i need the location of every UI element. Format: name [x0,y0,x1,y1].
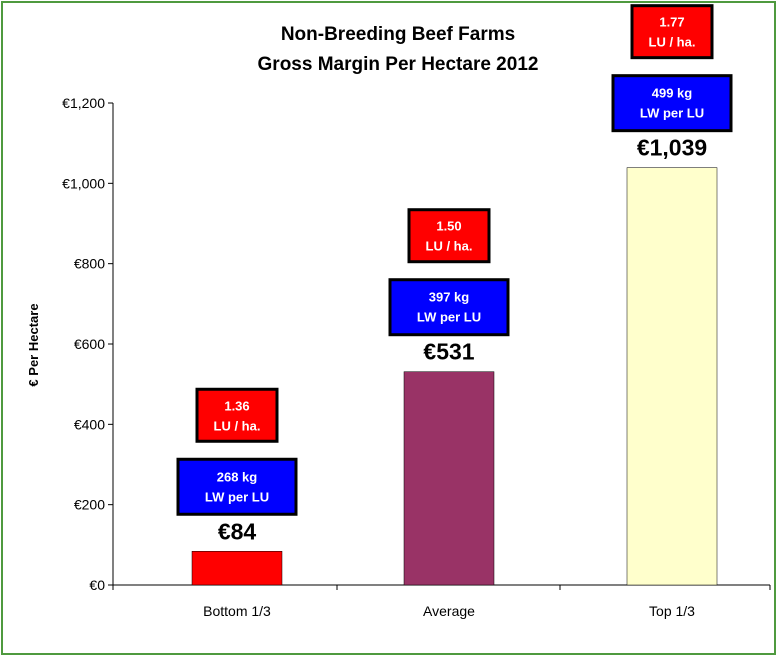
y-tick-label: €600 [74,336,105,352]
bar [626,167,718,586]
liveweight-box [611,74,733,133]
y-axis-label: € Per Hectare [26,303,41,386]
stocking-unit: LU / ha. [214,418,261,433]
stocking-box [630,4,714,60]
x-tick-label: Bottom 1/3 [203,603,271,619]
stocking-box [195,387,279,443]
liveweight-value: 397 kg [429,290,470,305]
bar [191,551,283,586]
y-tick-label: €0 [89,577,105,593]
liveweight-value: 268 kg [217,469,258,484]
chart-title-line-1: Non-Breeding Beef Farms [281,24,515,45]
data-label: €1,039 [637,135,707,161]
liveweight-unit: LW per LU [205,489,269,504]
stocking-value: 1.36 [224,398,249,413]
y-tick-label: €200 [74,497,105,513]
annotations: €84 268 kg LW per LU 1.36 LU / ha. €531 397 kg… [176,4,733,544]
liveweight-unit: LW per LU [417,310,481,325]
y-tick-label: €1,200 [62,95,105,111]
stocking-unit: LU / ha. [426,239,473,254]
x-tick-label: Average [423,603,475,619]
y-tick-label: €400 [74,416,105,432]
liveweight-box [176,457,298,516]
liveweight-box [388,278,510,337]
y-tick-label: €1,000 [62,175,105,191]
chart-title: Non-Breeding Beef Farms Gross Margin Per… [258,24,539,75]
x-tick-label: Top 1/3 [649,603,695,619]
liveweight-value: 499 kg [652,86,693,101]
stocking-unit: LU / ha. [649,35,696,50]
data-label: €84 [218,518,257,544]
bars [191,167,718,586]
y-tick-label: €800 [74,256,105,272]
stocking-box [407,208,491,264]
bar [403,371,495,586]
data-label: €531 [423,339,474,365]
chart-title-line-2: Gross Margin Per Hectare 2012 [258,54,539,75]
stocking-value: 1.77 [659,15,684,30]
liveweight-unit: LW per LU [640,106,704,121]
stocking-value: 1.50 [436,219,461,234]
